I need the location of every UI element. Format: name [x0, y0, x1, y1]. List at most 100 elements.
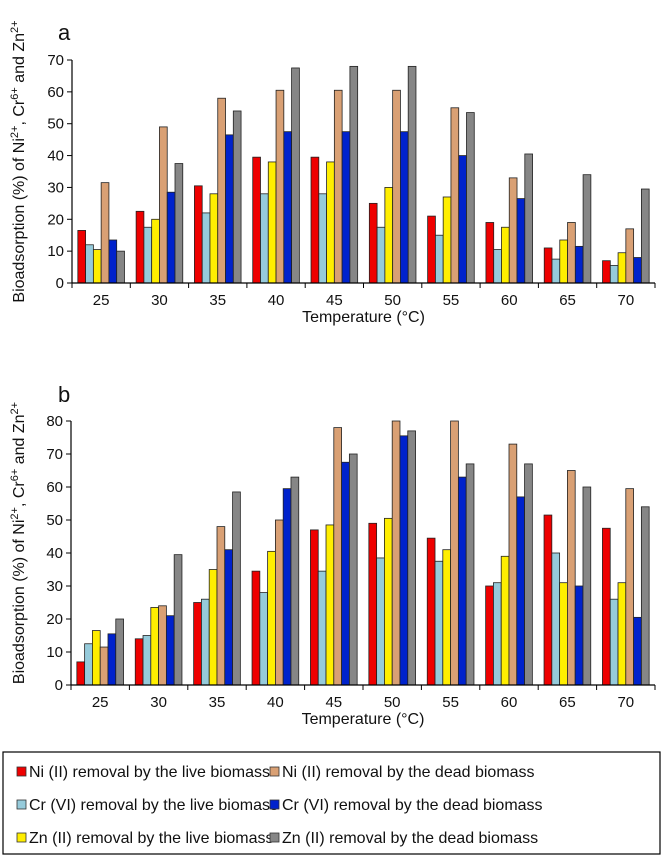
legend-label: Ni (II) removal by the live biomass [29, 764, 270, 781]
x-tick-label: 70 [617, 694, 634, 711]
x-tick-label: 50 [384, 694, 401, 711]
bar-40-series-4 [282, 488, 292, 686]
bar-25-series-5 [115, 618, 124, 686]
bar-35-series-5 [232, 491, 241, 686]
bar-40-series-3 [275, 89, 285, 284]
bar-55-series-3 [450, 107, 460, 284]
y-axis-label-superscript: 2+ [9, 126, 21, 139]
bar-40-series-5 [290, 476, 300, 686]
legend-swatch [269, 832, 280, 843]
chart-panel-a: a 0 10 20 30 40 50 60 70 25 30 35 40 45 50 55 60 65 70 Temp… [9, 20, 656, 326]
legend-item: Cr (VI) removal by the dead biomass [269, 797, 543, 814]
bar-35-series-0 [194, 185, 203, 284]
x-tick-label: 45 [326, 292, 343, 309]
x-tick-label: 25 [93, 292, 110, 309]
bar-30-series-3 [159, 126, 168, 284]
bar-55-series-2 [442, 196, 452, 284]
bar-40-series-4 [283, 131, 292, 284]
y-tick-label: 80 [46, 413, 63, 430]
bar-25-series-3 [99, 646, 109, 686]
x-tick-label: 50 [384, 292, 401, 309]
x-tick-label: 40 [267, 694, 284, 711]
bar-60-series-1 [493, 582, 502, 686]
bar-35-series-5 [232, 110, 242, 284]
y-tick-label: 70 [46, 446, 63, 463]
y-axis-label: Bioadsorption (%) of Ni2+, Cr6+ and Zn2+ [9, 402, 28, 684]
bar-70-series-1 [609, 598, 619, 686]
bar-55-series-0 [427, 215, 436, 284]
bar-40-series-1 [260, 193, 269, 284]
legend-item: Zn (II) removal by the dead biomass [269, 830, 538, 847]
bar-45-series-2 [326, 161, 335, 284]
bar-30-series-5 [173, 554, 183, 686]
y-tick-label: 0 [55, 677, 63, 694]
bar-25-series-0 [76, 661, 86, 686]
y-tick-label: 30 [47, 179, 64, 196]
y-tick-label: 60 [46, 479, 63, 496]
bar-55-series-5 [466, 112, 475, 284]
bar-40-series-1 [259, 592, 269, 686]
bar-45-series-1 [318, 193, 327, 284]
y-axis-label-superscript: 2+ [9, 20, 21, 33]
legend-swatch [269, 799, 280, 810]
y-axis-label-part: , Cr [11, 99, 28, 125]
bar-35-series-3 [217, 97, 226, 284]
bar-50-series-5 [407, 65, 417, 284]
bar-60-series-4 [516, 198, 526, 284]
bar-45-series-4 [341, 461, 350, 686]
bar-40-series-3 [274, 519, 284, 686]
legend-label: Cr (VI) removal by the live biomass [29, 797, 278, 814]
y-tick-label: 60 [47, 84, 64, 101]
bar-55-series-4 [458, 155, 467, 284]
y-axis-label-part: Bioadsorption (%) of Ni [11, 138, 28, 303]
bar-50-series-4 [400, 131, 409, 284]
panel-label: a [58, 20, 71, 45]
bar-25-series-0 [77, 230, 87, 284]
y-axis-label-superscript: 2+ [9, 402, 21, 415]
x-tick-label: 70 [618, 292, 635, 309]
bar-50-series-3 [392, 89, 401, 284]
y-axis-label-superscript: 6+ [9, 469, 21, 482]
bar-40-series-0 [251, 570, 261, 686]
legend-box [2, 751, 661, 855]
y-axis-label-part: and Zn [11, 414, 28, 468]
legend-label: Cr (VI) removal by the dead biomass [282, 797, 543, 814]
x-tick-label: 45 [325, 694, 342, 711]
bar-60-series-2 [500, 555, 510, 686]
y-tick-label: 70 [47, 52, 64, 69]
x-tick-label: 65 [559, 694, 576, 711]
bar-50-series-1 [376, 226, 386, 284]
bar-70-series-3 [625, 488, 634, 686]
bar-70-series-4 [633, 257, 642, 284]
legend-label: Ni (II) removal by the dead biomass [282, 764, 535, 781]
x-tick-label: 35 [209, 292, 226, 309]
bar-45-series-3 [333, 427, 342, 686]
x-tick-label: 30 [150, 694, 167, 711]
x-tick-label: 65 [559, 292, 576, 309]
y-tick-label: 30 [46, 578, 63, 595]
y-tick-label: 50 [46, 512, 63, 529]
legend-item: Ni (II) removal by the dead biomass [269, 764, 535, 781]
bar-70-series-3 [625, 228, 635, 284]
bar-45-series-1 [317, 570, 327, 686]
bar-25-series-5 [116, 250, 125, 284]
x-tick-label: 30 [151, 292, 168, 309]
bar-70-series-1 [609, 265, 619, 284]
bar-45-series-0 [310, 156, 320, 284]
bar-35-series-4 [224, 549, 233, 686]
bar-45-series-4 [341, 131, 351, 284]
bar-65-series-5 [582, 174, 592, 284]
bar-30-series-0 [135, 210, 145, 284]
bar-60-series-5 [524, 463, 533, 686]
y-axis-label-part: Bioadsorption (%) of Ni [11, 520, 28, 685]
bar-30-series-2 [150, 607, 160, 686]
y-tick-label: 10 [47, 243, 64, 260]
bar-60-series-3 [508, 177, 518, 284]
bar-50-series-5 [407, 430, 416, 686]
bar-30-series-1 [142, 635, 152, 686]
bar-45-series-5 [348, 453, 358, 686]
y-axis-label-part: , Cr [11, 481, 28, 507]
y-axis-label: Bioadsorption (%) of Ni2+, Cr6+ and Zn2+ [9, 20, 28, 302]
bar-25-series-4 [107, 633, 117, 686]
